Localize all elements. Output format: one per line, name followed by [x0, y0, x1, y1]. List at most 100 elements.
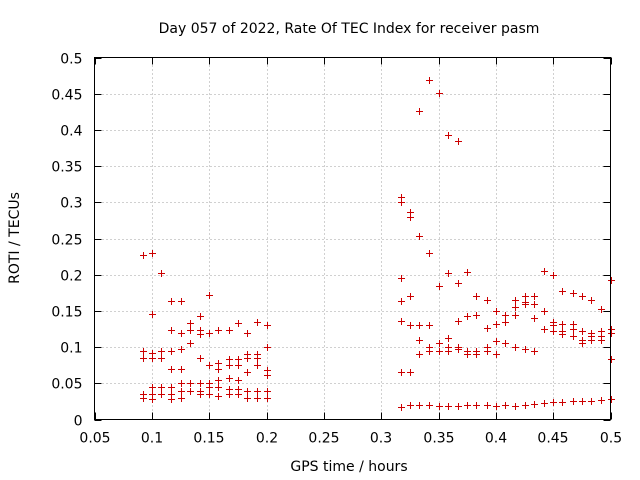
data-point [215, 384, 222, 391]
data-point [455, 318, 462, 325]
data-point [215, 377, 222, 384]
data-point [550, 328, 557, 335]
data-point [541, 268, 548, 275]
data-point [570, 290, 577, 297]
data-point [588, 337, 595, 344]
x-axis-title: GPS time / hours [290, 459, 407, 475]
data-point [473, 312, 480, 319]
data-point [484, 402, 491, 409]
data-point [531, 301, 538, 308]
data-point [254, 355, 261, 362]
data-point [168, 298, 175, 305]
data-point [197, 355, 204, 362]
y-tick-label: 0 [74, 414, 83, 430]
data-point [407, 293, 414, 300]
data-point [215, 360, 222, 367]
data-point [598, 337, 605, 344]
data-point [426, 322, 433, 329]
x-tick-label: 0.05 [79, 431, 110, 447]
data-point [559, 331, 566, 338]
data-point [264, 388, 271, 395]
grid-lines [94, 57, 611, 420]
data-point [264, 372, 271, 379]
data-point [407, 369, 414, 376]
data-point [541, 326, 548, 333]
data-point [436, 340, 443, 347]
data-point [445, 348, 452, 355]
data-point [416, 337, 423, 344]
data-point [608, 356, 615, 363]
data-point [512, 403, 519, 410]
data-point [570, 333, 577, 340]
y-tick-label: 0.45 [51, 88, 82, 104]
data-point [398, 298, 405, 305]
data-point [464, 313, 471, 320]
data-point [436, 283, 443, 290]
data-point [206, 330, 213, 337]
data-point [426, 348, 433, 355]
data-point [140, 395, 147, 402]
data-point [484, 348, 491, 355]
data-point [149, 355, 156, 362]
data-point [436, 90, 443, 97]
data-point [226, 356, 233, 363]
axis-ticks [94, 57, 612, 421]
data-point [215, 366, 222, 373]
data-point [416, 322, 423, 329]
y-tick-label: 0.2 [60, 269, 82, 285]
data-points [140, 77, 615, 411]
data-point [140, 355, 147, 362]
x-tick-label: 0.15 [193, 431, 224, 447]
data-point [187, 380, 194, 387]
data-point [226, 375, 233, 382]
data-point [197, 391, 204, 398]
data-point [426, 77, 433, 84]
data-point [598, 306, 605, 313]
data-point [235, 391, 242, 398]
data-point [264, 322, 271, 329]
data-point [464, 351, 471, 358]
data-point [140, 348, 147, 355]
data-point [473, 293, 480, 300]
data-point [178, 366, 185, 373]
data-point [512, 304, 519, 311]
data-point [244, 395, 251, 402]
data-point [608, 277, 615, 284]
data-point [398, 275, 405, 282]
data-point [512, 312, 519, 319]
data-point [407, 402, 414, 409]
data-point [541, 400, 548, 407]
data-point [493, 351, 500, 358]
data-point [579, 293, 586, 300]
data-point [187, 320, 194, 327]
data-point [436, 403, 443, 410]
data-point [550, 272, 557, 279]
data-point [416, 108, 423, 115]
data-point [140, 252, 147, 259]
data-point [158, 391, 165, 398]
data-point [206, 362, 213, 369]
data-point [426, 250, 433, 257]
data-point [244, 369, 251, 376]
data-point [445, 335, 452, 342]
data-point [398, 404, 405, 411]
data-point [522, 346, 529, 353]
data-point [579, 398, 586, 405]
data-point [493, 308, 500, 315]
data-point [455, 138, 462, 145]
x-tick-labels: 0.05 0.1 0.15 0.2 0.25 0.3 0.35 0.4 0.45 0.5 [79, 431, 622, 447]
data-point [502, 312, 509, 319]
data-point [215, 393, 222, 400]
data-point [522, 402, 529, 409]
data-point [206, 384, 213, 391]
y-axis-title: ROTI / TECUs [7, 192, 23, 284]
data-point [215, 327, 222, 334]
data-point [493, 403, 500, 410]
data-point [168, 327, 175, 334]
data-point [149, 311, 156, 318]
data-point [158, 355, 165, 362]
data-point [264, 344, 271, 351]
data-point [484, 297, 491, 304]
data-point [178, 298, 185, 305]
data-point [531, 315, 538, 322]
